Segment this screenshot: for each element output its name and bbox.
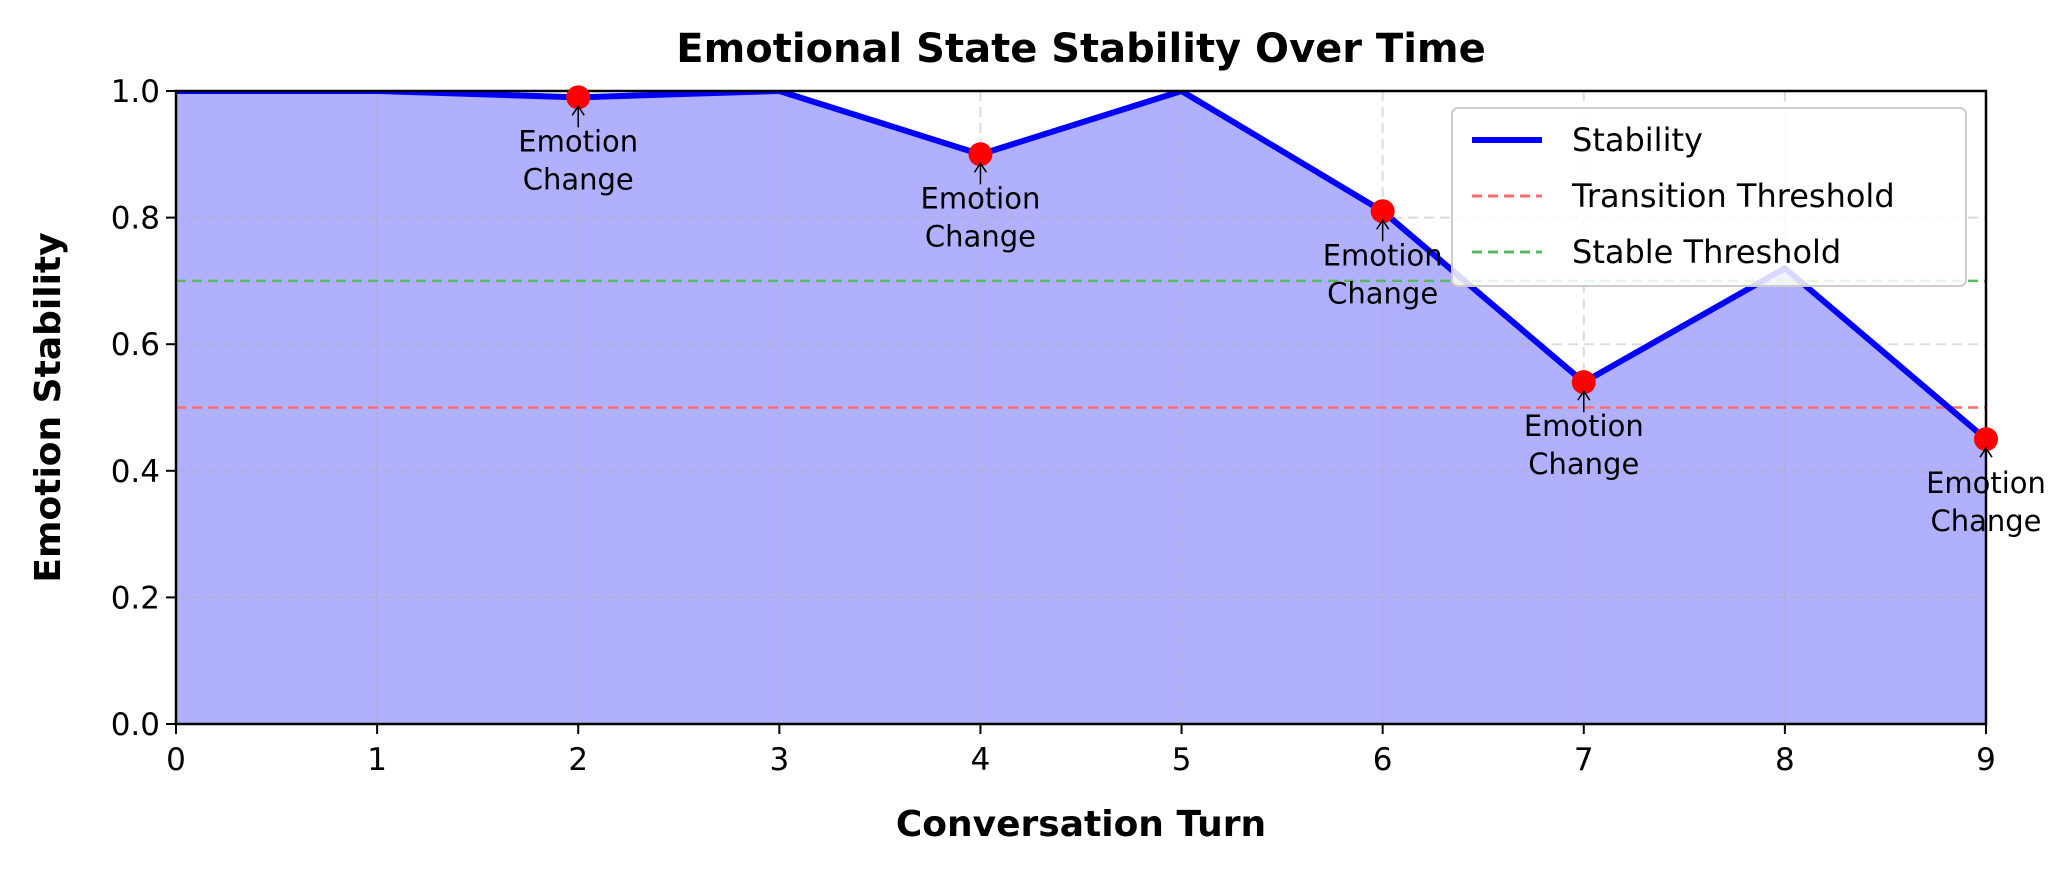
annotation-text-line1: Emotion	[921, 181, 1041, 215]
annotation-text-line1: Emotion	[518, 124, 638, 158]
stability-line	[176, 91, 1986, 442]
y-tick-label: 1.0	[111, 74, 160, 110]
emotion-change-marker	[1370, 199, 1395, 224]
x-tick-label: 1	[367, 742, 387, 778]
y-axis-label: Emotion Stability	[28, 232, 69, 582]
emotion-change-marker	[1974, 427, 1998, 452]
y-tick-label: 0.0	[111, 707, 160, 743]
plot-area: 0 1 2 3 4 5 6 7 8 9 0.0 0.2 0.4 0.6 0.8 1.0 Emotion Chang…	[111, 74, 2046, 778]
legend: Stability Transition Threshold Stable Thre…	[1451, 107, 1967, 287]
annotation-text-line2: Change	[1930, 504, 2041, 538]
emotion-change-marker	[566, 85, 591, 110]
legend-label: Stability	[1572, 121, 1703, 159]
y-tick-label: 0.6	[111, 327, 160, 363]
y-tick-label: 0.2	[111, 580, 160, 616]
annotation-arrowhead	[973, 161, 988, 173]
legend-label: Stable Threshold	[1572, 233, 1841, 271]
x-tick-label: 0	[166, 742, 186, 778]
x-tick-label: 9	[1976, 742, 1996, 778]
annotation-arrowhead	[571, 104, 585, 116]
x-tick-label: 4	[971, 742, 991, 778]
x-tick-label: 3	[769, 742, 789, 778]
legend-box	[1451, 107, 1967, 287]
annotation-arrowhead	[1979, 446, 1993, 458]
annotation-text-line1: Emotion	[1524, 409, 1644, 443]
x-tick-label: 7	[1574, 742, 1594, 778]
x-axis-label: Conversation Turn	[896, 804, 1266, 845]
legend-label: Transition Threshold	[1571, 177, 1895, 215]
x-tick-label: 5	[1172, 742, 1192, 778]
annotation-arrowhead	[1577, 389, 1591, 401]
x-tick-label: 2	[568, 742, 588, 778]
y-tick-label: 0.8	[111, 201, 160, 237]
annotation-text-line2: Change	[523, 162, 634, 196]
annotation-text-line2: Change	[1528, 447, 1639, 481]
emotion-change-marker	[968, 142, 993, 167]
annotation-text-line1: Emotion	[1926, 466, 2046, 500]
plot-clipped-group	[176, 91, 1986, 724]
annotation-text-line1: Emotion	[1323, 238, 1443, 272]
x-tick-label: 6	[1373, 742, 1393, 778]
plot-frame	[174, 89, 1988, 726]
x-tick-label: 8	[1775, 742, 1795, 778]
annotation-arrowhead	[1376, 218, 1390, 230]
emotion-change-marker	[1571, 370, 1596, 395]
y-tick-label: 0.4	[111, 454, 160, 490]
annotation-text-line2: Change	[1327, 276, 1438, 310]
chart-title: Emotional State Stability Over Time	[676, 26, 1485, 72]
annotation-text-line2: Change	[925, 219, 1036, 253]
